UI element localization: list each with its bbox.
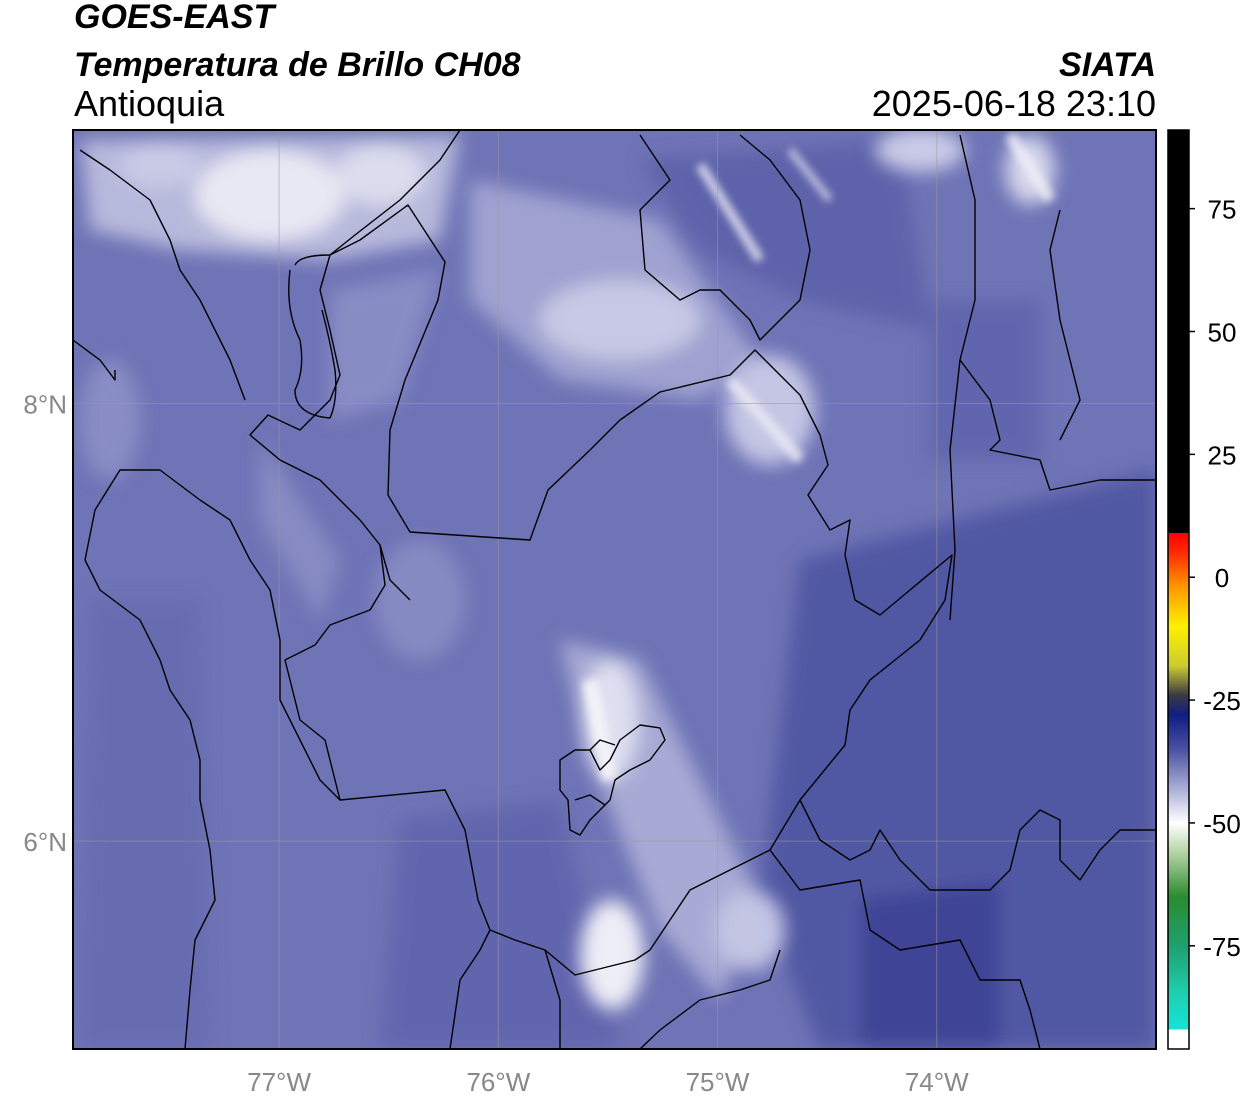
cloud-streaks — [582, 131, 1056, 782]
longitude-labels: 77°W 76°W 75°W 74°W — [247, 1067, 969, 1097]
cesar-boundary — [959, 134, 1156, 491]
latitude-label: 6°N — [23, 827, 67, 857]
longitude-label: 74°W — [905, 1067, 969, 1097]
colorbar-tick-label: 50 — [1208, 317, 1237, 347]
latitude-label: 8°N — [23, 390, 67, 420]
colorbar-frame — [1167, 129, 1190, 1050]
longitude-label: 76°W — [466, 1067, 530, 1097]
gulf-urab-coast — [288, 269, 337, 419]
risaralda-boundary — [449, 929, 491, 1049]
caldas-south — [639, 949, 781, 1049]
colorbar-tick-label: 75 — [1208, 195, 1237, 225]
colorbar-tick-label: -75 — [1203, 932, 1241, 962]
antioquia-boundary — [249, 204, 953, 976]
valle-aburra-boundary — [559, 724, 666, 836]
santander-north — [1049, 209, 1081, 441]
cold-cloud-regions — [80, 130, 1055, 1010]
sucre-boundary — [639, 134, 811, 341]
colorbar-tick-label: 0 — [1215, 563, 1229, 593]
coastline-north — [294, 130, 461, 266]
colorbar-tick-label: -25 — [1203, 686, 1241, 716]
boyaca-boundary — [799, 799, 1156, 891]
colorbar-ticks: 75 50 25 0 -25 -50 -75 — [1189, 195, 1241, 962]
administrative-boundaries — [73, 130, 1156, 1049]
pacific-coast — [84, 509, 216, 1049]
colorbar-tick-label: -50 — [1203, 809, 1241, 839]
colorbar-tick-label: 25 — [1208, 440, 1237, 470]
organization-label: SIATA — [1059, 46, 1156, 84]
darien-boundary — [79, 149, 246, 401]
risaralda-east — [544, 949, 561, 1049]
panama-coast — [73, 339, 116, 381]
brightness-temperature-field — [73, 130, 1156, 1049]
caldas-boundary — [769, 849, 1041, 1049]
latitude-labels: 8°N 6°N — [23, 390, 67, 858]
map-frame — [72, 129, 1157, 1050]
datetime-label: 2025-06-18 23:10 — [871, 83, 1156, 124]
longitude-label: 77°W — [247, 1067, 311, 1097]
choco-boundary-north — [94, 469, 341, 801]
colorbar-gradient — [1168, 130, 1189, 1049]
region-label: Antioquia — [74, 83, 225, 124]
uraba-inner — [379, 544, 411, 601]
longitude-label: 75°W — [686, 1067, 750, 1097]
satellite-title: GOES-EAST — [74, 0, 275, 36]
product-title: Temperatura de Brillo CH08 — [74, 46, 521, 84]
gridlines — [73, 130, 1156, 1049]
metro-municipalities — [574, 739, 616, 806]
magdalena-river-boundary — [949, 359, 961, 621]
colorbar: 75 50 25 0 -25 -50 -75 — [1167, 129, 1241, 1050]
